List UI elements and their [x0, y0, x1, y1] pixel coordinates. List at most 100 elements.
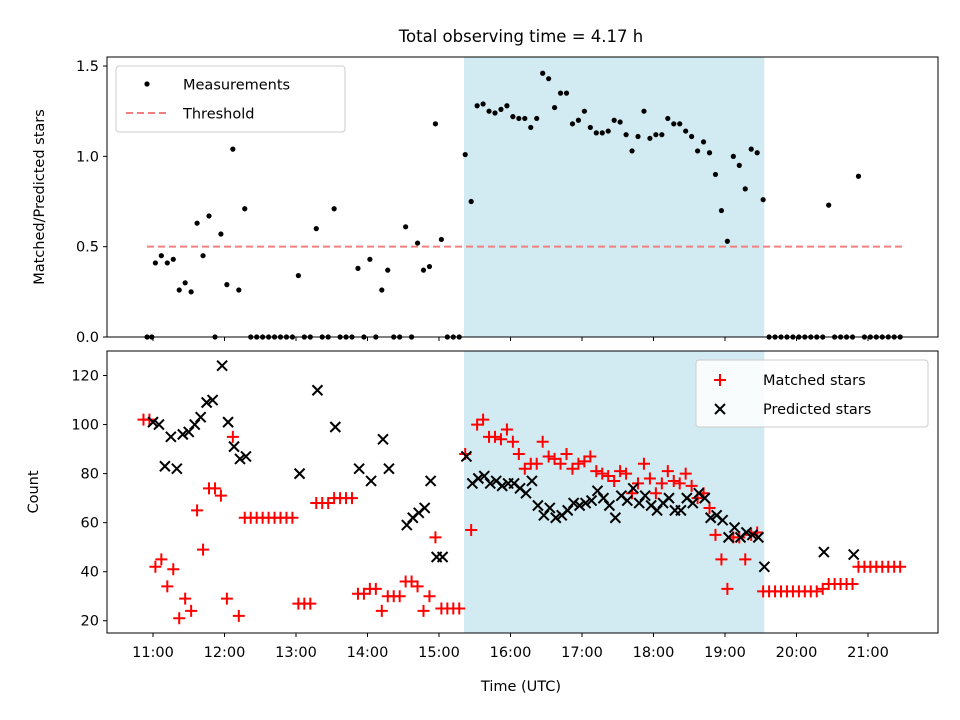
matched-star-point [709, 528, 722, 541]
measurement-point [623, 132, 629, 138]
matched-star-point [185, 604, 198, 617]
predicted-star-point [728, 521, 741, 534]
predicted-star-point [353, 462, 365, 475]
measurement-point [557, 90, 564, 96]
top-y-ticks: 0.0 0.5 1.0 1.5 [76, 59, 107, 346]
matched-star-point [191, 504, 204, 517]
predicted-star-point [460, 450, 473, 463]
top-y-tick-label: 1.0 [76, 149, 99, 165]
measurement-point [194, 220, 200, 226]
legend-predicted-label: Predicted stars [763, 402, 871, 418]
bottom-axes-frame [106, 350, 939, 634]
x-axis-label: Time (UTC) [480, 679, 561, 695]
predicted-star-point [234, 453, 246, 465]
measurement-point [486, 108, 492, 114]
measurement-point [617, 119, 623, 125]
measurement-point [551, 104, 558, 111]
predicted-star-point [585, 494, 598, 507]
measurement-point [647, 135, 653, 141]
measurement-point [563, 90, 570, 96]
measurement-point [748, 146, 754, 152]
measurement-point [403, 224, 409, 230]
measurement-point [736, 162, 742, 168]
measurement-point [653, 132, 659, 138]
matched-star-point [643, 472, 656, 485]
predicted-star-point [424, 475, 437, 487]
legend-measurements-label: Measurements [183, 78, 290, 94]
measurement-point [331, 206, 337, 212]
predicted-star-point [165, 431, 177, 443]
predicted-star-point [159, 460, 171, 472]
predicted-star-point [532, 499, 544, 512]
predicted-star-point [627, 482, 639, 495]
measurement-point [295, 272, 301, 279]
measurement-point [170, 256, 176, 262]
measurement-point [385, 267, 391, 273]
bottom-legend-box [695, 359, 929, 428]
measurement-point [534, 115, 540, 122]
measurement-point [641, 108, 647, 114]
matched-star-points [137, 413, 907, 625]
matched-star-point [679, 467, 692, 480]
matched-star-point [167, 563, 180, 576]
matched-star-point [721, 582, 734, 595]
measurement-point [587, 124, 593, 131]
legend-measurements-marker [144, 81, 150, 87]
matched-star-point [739, 553, 752, 566]
matched-star-point [304, 597, 317, 610]
predicted-star-point [436, 551, 449, 563]
matched-star-point [506, 435, 519, 448]
measurement-point [546, 76, 552, 82]
measurement-point [432, 121, 439, 127]
predicted-star-point [722, 531, 735, 544]
measurement-point [474, 103, 480, 109]
predicted-star-point [639, 489, 651, 502]
matched-star-point [173, 612, 186, 625]
measurement-point [367, 256, 373, 262]
predicted-star-point [603, 499, 616, 512]
matched-star-point [620, 467, 633, 480]
matched-star-point [417, 604, 430, 617]
measurement-point [224, 282, 230, 288]
predicted-star-point [687, 497, 699, 509]
x-tick-label: 13:00 [275, 645, 317, 661]
top-y-tick-label: 0.5 [76, 240, 99, 256]
matched-star-point [596, 467, 609, 480]
top-legend: Measurements Threshold [115, 65, 346, 133]
matched-star-point [608, 474, 621, 487]
matched-star-point [208, 482, 221, 495]
matched-star-point [423, 590, 436, 603]
bottom-x-ticks: 11:00 12:00 13:00 14:00 15:00 16:00 17:00 18:00… [132, 633, 889, 661]
measurement-point [569, 121, 576, 127]
matched-star-point [393, 590, 406, 603]
x-tick-label: 16:00 [490, 645, 532, 661]
measurement-point [700, 139, 707, 145]
matched-star-point [197, 543, 210, 556]
measurement-point [528, 124, 534, 131]
matched-star-point [536, 435, 549, 448]
predicted-star-point [383, 462, 395, 475]
x-tick-label: 11:00 [132, 645, 174, 661]
top-y-axis-label: Matched/Predicted stars [32, 109, 48, 285]
matched-star-point [637, 457, 650, 470]
matched-star-point [554, 457, 567, 470]
measurement-point [593, 130, 599, 136]
measurement-point [176, 287, 182, 293]
measurement-point [540, 70, 546, 76]
top-legend-box [115, 65, 346, 133]
measurement-point [152, 260, 158, 266]
predicted-star-point [472, 472, 485, 485]
matched-star-point [661, 465, 674, 478]
predicted-star-point [544, 502, 556, 514]
predicted-star-point [153, 418, 165, 431]
predicted-star-point [365, 475, 377, 487]
measurement-point [706, 150, 713, 156]
bottom-y-tick-label: 120 [71, 369, 99, 385]
matched-star-point [161, 580, 174, 593]
matched-star-point [655, 477, 668, 490]
matched-star-point [590, 465, 603, 478]
measurement-point [683, 128, 689, 134]
predicted-star-point [206, 394, 219, 406]
measurement-point [724, 238, 730, 244]
